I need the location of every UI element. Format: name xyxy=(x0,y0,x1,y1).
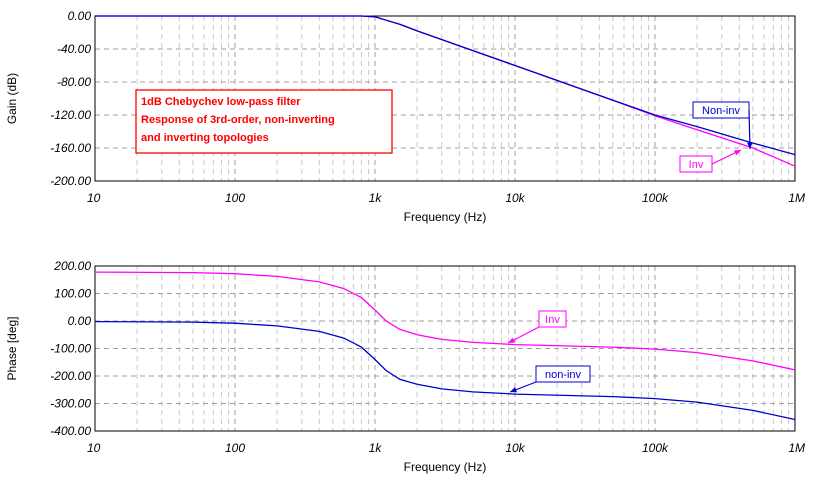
label-non-inv: Non-inv xyxy=(702,105,740,117)
y-tick-label: -300.00 xyxy=(50,397,91,411)
y-tick-label: -80.00 xyxy=(57,75,91,89)
y-tick-label: -120.00 xyxy=(50,108,91,122)
label-phase-non-inv-box xyxy=(535,365,591,383)
series-line-inv xyxy=(94,271,796,371)
arrow-inv-head xyxy=(734,150,741,156)
arrow-non-inv-head xyxy=(747,142,753,149)
y-tick-label: -100.00 xyxy=(50,342,91,356)
phase-chart: 200.00 100.00 0.00 -100.00 -200.00 -300.00 -40… xyxy=(5,259,805,474)
x-tick-label: 100k xyxy=(642,441,669,455)
arrow-phase-inv-head xyxy=(508,337,515,343)
arrow-non-inv xyxy=(748,109,751,150)
y-tick-label: 200.00 xyxy=(53,259,91,273)
y-tick-label: -400.00 xyxy=(50,424,91,438)
x-tick-label: 10k xyxy=(505,441,525,455)
x-tick-label: 10 xyxy=(87,191,101,205)
x-tick-label: 1k xyxy=(369,441,383,455)
label-inv: Inv xyxy=(689,159,704,171)
annotation-line: 1dB Chebychev low-pass filter xyxy=(141,96,301,108)
label-phase-non-inv: non-inv xyxy=(545,369,582,381)
plot-frame xyxy=(94,265,796,432)
label-phase-inv-box xyxy=(538,310,567,328)
y-tick-label: 100.00 xyxy=(54,287,91,301)
y-tick-label: -40.00 xyxy=(57,42,91,56)
x-tick-label: 10k xyxy=(505,191,525,205)
arrow-phase-non-inv-head xyxy=(510,387,517,393)
annotation-box xyxy=(135,89,393,154)
annotation-line: and inverting topologies xyxy=(141,132,269,144)
x-tick-label: 1M xyxy=(788,191,805,205)
series-line-non-inv xyxy=(95,15,796,156)
label-phase-inv: Inv xyxy=(545,314,560,326)
y-axis-label: Phase [deg] xyxy=(5,316,19,380)
gain-chart: 0.00 -40.00 -80.00 -120.00 -160.00 -200.00 10 1… xyxy=(5,9,805,224)
y-axis-label: Gain (dB) xyxy=(5,73,19,124)
y-tick-label: -200.00 xyxy=(50,369,91,383)
x-axis-label: Frequency (Hz) xyxy=(404,210,487,224)
y-tick-label: -200.00 xyxy=(50,174,91,188)
x-axis-label: Frequency (Hz) xyxy=(404,460,487,474)
series-line-non-inv xyxy=(94,320,796,421)
y-tick-label: 0.00 xyxy=(68,9,92,23)
x-tick-label: 100 xyxy=(225,441,245,455)
y-tick-label: 0.00 xyxy=(68,314,92,328)
x-tick-label: 10 xyxy=(87,441,101,455)
x-tick-label: 100k xyxy=(642,191,669,205)
x-tick-label: 1k xyxy=(369,191,383,205)
x-tick-label: 100 xyxy=(225,191,245,205)
annotation-line: Response of 3rd-order, non-inverting xyxy=(141,114,335,126)
y-tick-label: -160.00 xyxy=(50,141,91,155)
x-tick-label: 1M xyxy=(788,441,805,455)
plot-frame xyxy=(94,15,796,182)
